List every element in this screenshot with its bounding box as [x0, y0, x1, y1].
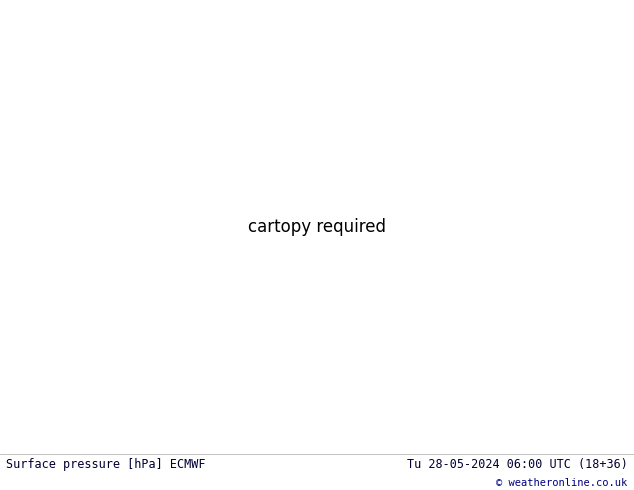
Text: Tu 28-05-2024 06:00 UTC (18+36): Tu 28-05-2024 06:00 UTC (18+36)	[407, 458, 628, 471]
Text: Surface pressure [hPa] ECMWF: Surface pressure [hPa] ECMWF	[6, 458, 206, 471]
Text: © weatheronline.co.uk: © weatheronline.co.uk	[496, 478, 628, 489]
Text: cartopy required: cartopy required	[248, 218, 386, 236]
